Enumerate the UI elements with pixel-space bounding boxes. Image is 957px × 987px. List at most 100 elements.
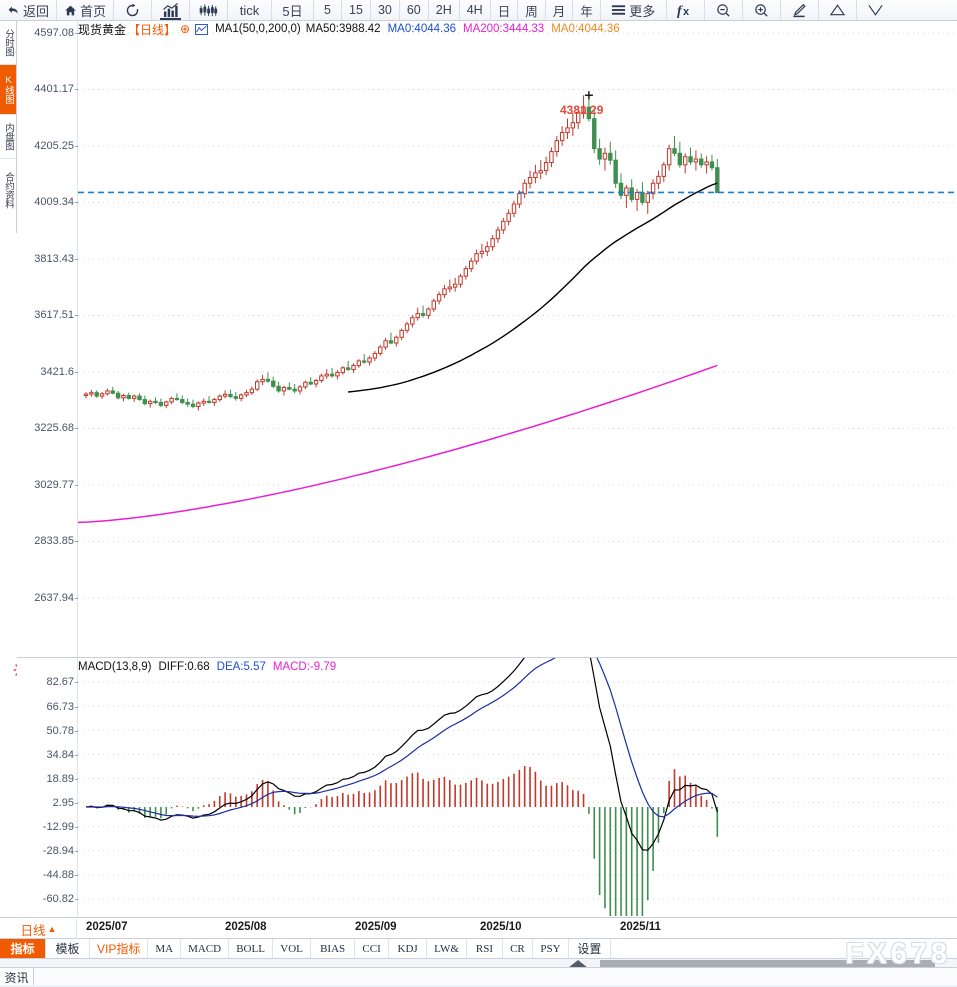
ind-psy[interactable]: PSY [533, 939, 569, 958]
ind-vip-label: VIP指标 [97, 942, 141, 956]
back-button[interactable]: 返回 [0, 0, 58, 20]
draw-line-button[interactable] [781, 0, 819, 20]
sidebar-item-inner[interactable]: 内盘图 [0, 115, 16, 159]
macd-tick: 66.73 [46, 701, 78, 713]
ind-kdj[interactable]: KDJ [389, 939, 428, 958]
scroll-marker-icon [568, 960, 588, 968]
ind-vip[interactable]: VIP指标 [90, 939, 149, 958]
ind-cr[interactable]: CR [503, 939, 533, 958]
sidebar-item-kline[interactable]: K线图 [0, 65, 16, 115]
indicator-bar-filler [611, 939, 957, 958]
ind-ma[interactable]: MA [148, 939, 182, 958]
year-button[interactable]: 年 [573, 0, 601, 20]
price-tick: 3813.43 [34, 253, 78, 265]
more-button[interactable]: 更多 [601, 0, 667, 20]
zoom-in-button[interactable] [743, 0, 781, 20]
bar-chart-button[interactable] [152, 0, 191, 20]
min15-button[interactable]: 15 [342, 0, 371, 20]
ind-settings[interactable]: 设置 [569, 939, 611, 958]
hour2-button[interactable]: 2H [429, 0, 460, 20]
month-button[interactable]: 月 [546, 0, 574, 20]
ind-ma-label: MA [155, 942, 174, 955]
sidebar-item-intraday[interactable]: 分时图 [0, 21, 16, 65]
horizontal-scrollbar[interactable] [0, 959, 957, 969]
time-tick: 2025/09 [355, 921, 397, 933]
scrollbar-thumb[interactable] [600, 960, 935, 968]
ind-indicator[interactable]: 指标 [0, 939, 46, 958]
ma-line-icon [195, 23, 209, 35]
peak-price-label: 4381.29 [560, 103, 604, 117]
zoom-out-button[interactable] [705, 0, 743, 20]
ind-template-label: 模板 [55, 942, 80, 956]
price-axis: 4597.08 4401.17 4205.25 4009.34 3813.43 … [17, 21, 78, 657]
ind-indicator-label: 指标 [10, 942, 35, 956]
ind-macd-label: MACD [188, 942, 222, 955]
triangle-tool-button[interactable] [819, 0, 857, 20]
ind-cr-label: CR [510, 942, 525, 955]
week-button[interactable]: 周 [518, 0, 546, 20]
ind-lwr[interactable]: LW& [427, 939, 467, 958]
ind-rsi[interactable]: RSI [467, 939, 503, 958]
news-tab-label: 资讯 [4, 971, 29, 985]
chart-header: 现货黄金 【日线】 ⊕ MA1(50,0,200,0) MA50:3988.42… [78, 21, 620, 37]
news-bar: 资讯 [0, 967, 957, 987]
price-tick: 2637.94 [34, 592, 78, 604]
hour4-button[interactable]: 4H [460, 0, 491, 20]
macd-tick: 82.67 [46, 676, 78, 688]
news-tab[interactable]: 资讯 [0, 968, 34, 987]
bar-chart-icon [163, 2, 178, 17]
refresh-button[interactable] [114, 0, 153, 20]
chevron-tool-button[interactable] [857, 0, 895, 20]
ind-bias[interactable]: BIAS [311, 939, 356, 958]
time-tick: 2025/07 [86, 921, 128, 933]
macd-plot[interactable]: MACD(13,8,9) DIFF:0.68 DEA:5.57 MACD:-9.… [78, 658, 957, 916]
ma50-value: MA50:3988.42 [305, 23, 381, 35]
price-tick: 4205.25 [34, 140, 78, 152]
period-tag-label: 日线 [20, 923, 46, 938]
price-tick: 3225.68 [34, 422, 78, 434]
ind-cci[interactable]: CCI [355, 939, 390, 958]
macd-histogram [78, 658, 957, 916]
day-button[interactable]: 日 [491, 0, 519, 20]
formula-button[interactable]: f x [667, 0, 705, 20]
ind-macd[interactable]: MACD [181, 939, 230, 958]
ind-lwr-label: LW& [434, 942, 459, 955]
candlestick-button[interactable] [190, 0, 229, 20]
zoom-out-icon [717, 3, 730, 17]
macd-diff: DIFF:0.68 [158, 660, 210, 673]
price-plot[interactable]: 现货黄金 【日线】 ⊕ MA1(50,0,200,0) MA50:3988.42… [78, 21, 957, 657]
min60-button[interactable]: 60 [400, 0, 429, 20]
time-tick: 2025/10 [480, 921, 522, 933]
sidebar-item-inner-label: 内盘图 [3, 123, 14, 150]
time-tick: 2025/11 [620, 921, 661, 933]
month-label: 月 [552, 4, 566, 19]
sidebar-item-contract-label: 合约资料 [3, 172, 14, 208]
min30-button[interactable]: 30 [371, 0, 400, 20]
ind-kdj-label: KDJ [397, 942, 418, 955]
sidebar-item-contract[interactable]: 合约资料 [0, 159, 16, 221]
price-tick: 3421.6 [40, 366, 78, 378]
ind-boll[interactable]: BOLL [229, 939, 274, 958]
home-button[interactable]: 首页 [57, 0, 115, 20]
min5-label: 5 [324, 3, 331, 17]
ind-vol[interactable]: VOL [273, 939, 312, 958]
refresh-icon [126, 3, 139, 16]
ind-template[interactable]: 模板 [46, 939, 90, 958]
time-tick: 2025/08 [225, 921, 267, 933]
ind-boll-label: BOLL [236, 942, 265, 955]
price-tick: 3617.51 [34, 309, 78, 321]
add-indicator-icon[interactable]: ⊕ [180, 22, 191, 36]
min30-label: 30 [377, 3, 392, 17]
tick-button[interactable]: tick [228, 0, 273, 20]
period-tag[interactable]: 日线 ▲ [1, 919, 77, 939]
pane-divider [17, 657, 957, 658]
zoom-in-icon [755, 3, 768, 17]
pencil-icon [793, 3, 806, 17]
hamburger-icon [612, 5, 626, 15]
day-label: 日 [497, 4, 511, 19]
macd-dea: DEA:5.57 [216, 660, 266, 673]
macd-value: MACD:-9.79 [272, 660, 337, 673]
five-day-button[interactable]: 5日 [272, 0, 315, 20]
min5-button[interactable]: 5 [314, 0, 343, 20]
tick-label: tick [239, 2, 260, 18]
